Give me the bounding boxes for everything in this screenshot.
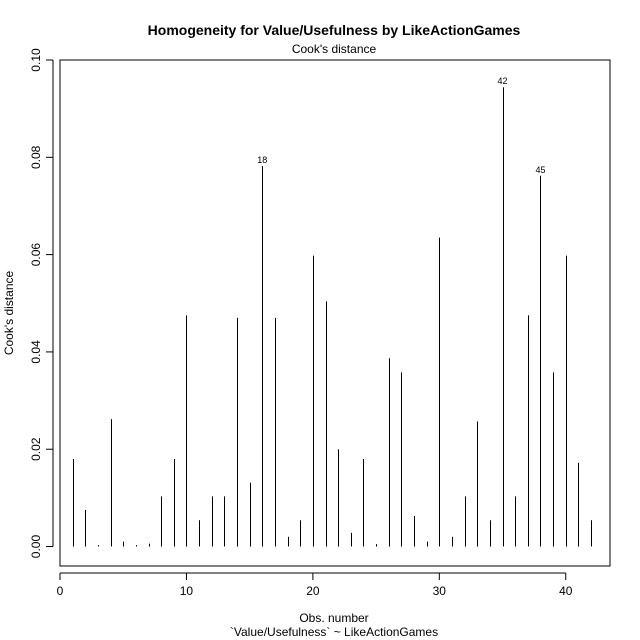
point-label-42: 42 xyxy=(498,76,508,86)
x-tick-label-20: 20 xyxy=(306,584,320,598)
y-tick-label-4: 0.08 xyxy=(29,145,43,169)
point-label-18: 18 xyxy=(257,155,267,165)
bars-group xyxy=(73,87,592,547)
y-tick-label-5: 0.10 xyxy=(29,48,43,72)
x-tick-label-30: 30 xyxy=(433,584,447,598)
y-axis-label: Cook's distance xyxy=(2,271,16,356)
y-tick-label-0: 0.00 xyxy=(29,535,43,559)
chart-title: Homogeneity for Value/Usefulness by Like… xyxy=(148,22,521,38)
x-tick-label-40: 40 xyxy=(559,584,573,598)
y-tick-label-2: 0.04 xyxy=(29,340,43,364)
chart-subtitle: Cook's distance xyxy=(292,42,377,56)
x-tick-label-10: 10 xyxy=(180,584,194,598)
x-axis: 0 10 20 30 40 xyxy=(57,572,573,598)
x-axis-formula-label: `Value/Usefulness` ~ LikeActionGames xyxy=(230,625,438,639)
x-axis-label: Obs. number xyxy=(299,611,368,625)
y-tick-label-3: 0.06 xyxy=(29,243,43,267)
y-axis: 0.00 0.02 0.04 0.06 0.08 0.10 xyxy=(29,48,54,559)
point-labels-group: 18 42 45 xyxy=(257,76,545,175)
x-tick-label-0: 0 xyxy=(57,584,64,598)
point-label-45: 45 xyxy=(535,165,545,175)
y-tick-label-1: 0.02 xyxy=(29,437,43,461)
plot-frame xyxy=(59,59,611,567)
